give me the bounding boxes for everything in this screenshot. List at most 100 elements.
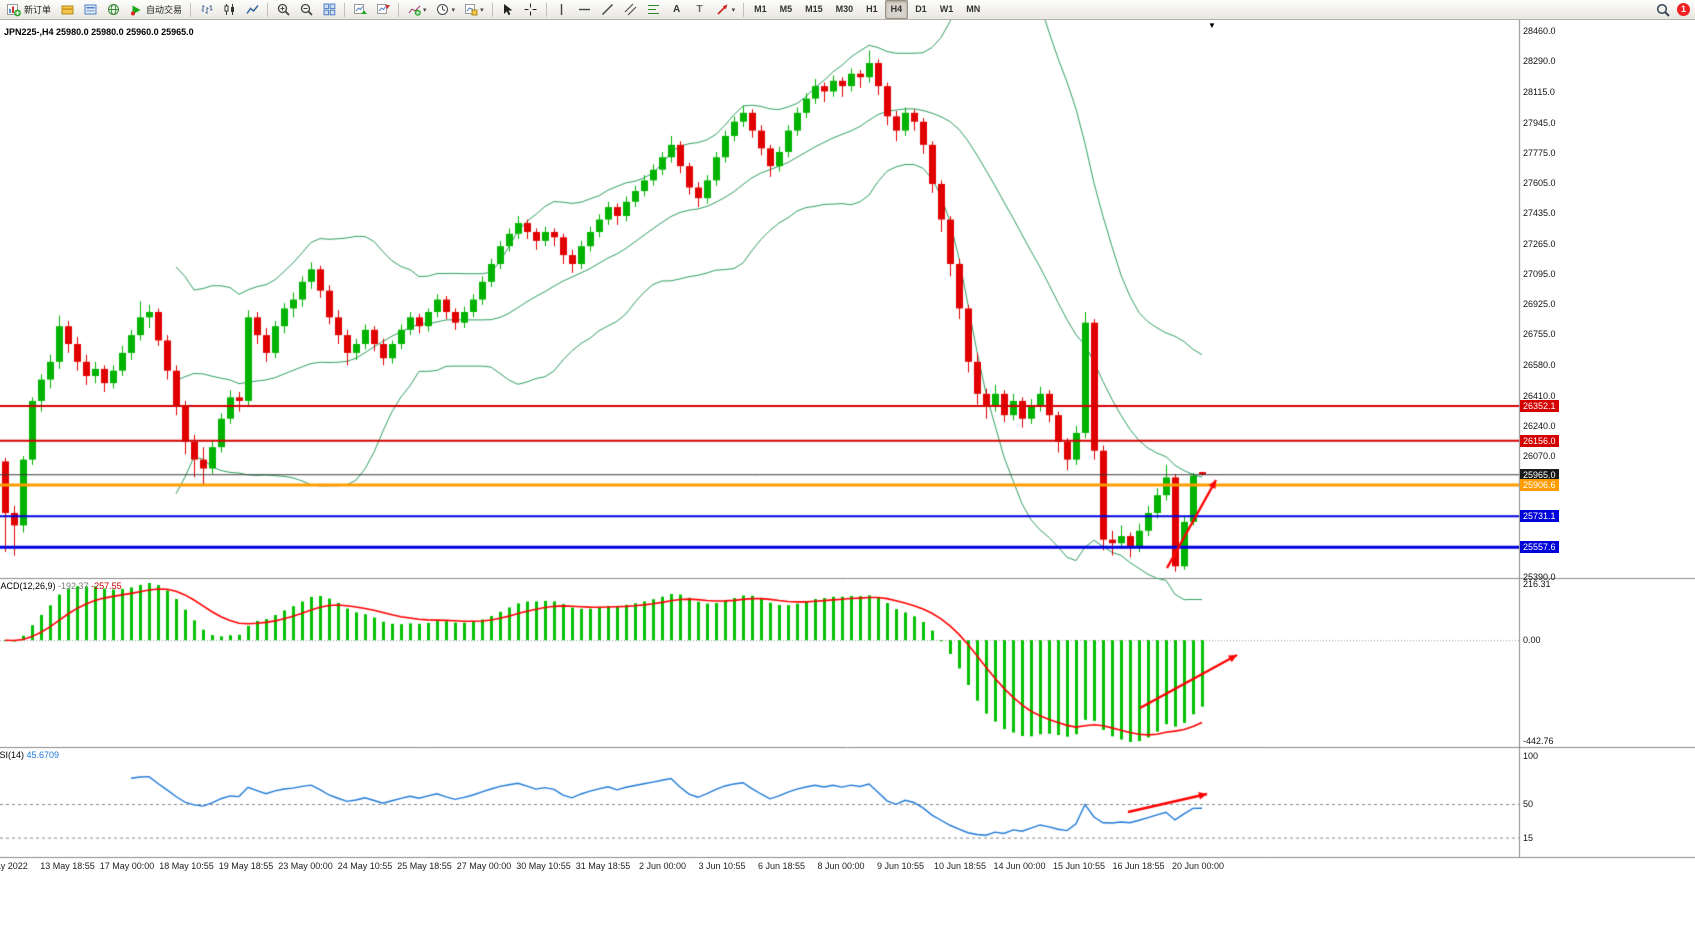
rsi-axis-label: 50 (1523, 799, 1534, 809)
macd-axis-label: 0.00 (1523, 635, 1541, 646)
time-label: 10 Jun 18:55 (933, 861, 987, 871)
channel-icon (624, 3, 638, 17)
new-order-button[interactable]: 新订单 (3, 0, 55, 19)
timeframe-w1-button[interactable]: W1 (939, 4, 954, 14)
market-icon (83, 3, 97, 17)
horizontal-line-button[interactable] (574, 0, 596, 19)
metaeditor-button[interactable] (56, 0, 78, 19)
textA-icon: A (672, 4, 681, 15)
fibo-icon (647, 3, 661, 17)
trendline-button[interactable] (597, 0, 619, 19)
time-label: 15 Jun 10:55 (1052, 861, 1106, 871)
neworder-icon (7, 3, 21, 17)
time-label: 19 May 18:55 (218, 861, 274, 871)
crosshair-icon (524, 3, 538, 17)
price-tick: 26925.0 (1523, 299, 1556, 309)
indicators-icon (407, 3, 421, 17)
crosshair-button[interactable] (520, 0, 542, 19)
labelT-icon: T (696, 4, 703, 15)
template-icon (464, 3, 478, 17)
cursor-button[interactable] (497, 0, 519, 19)
equidistant-channel-button[interactable] (620, 0, 642, 19)
chart-symbol-period: JPN225-,H4 (4, 27, 54, 37)
text-button[interactable]: A (666, 0, 688, 19)
autotrading-button[interactable]: 自动交易 (125, 0, 186, 19)
bar-chart-button[interactable] (195, 0, 217, 19)
auto-scroll-button[interactable] (349, 0, 371, 19)
hline-icon (578, 3, 592, 17)
price-tag: 25731.1 (1520, 510, 1559, 523)
cursor-icon (501, 3, 515, 17)
tile-windows-button[interactable] (318, 0, 340, 19)
price-tick: 26240.0 (1523, 420, 1556, 431)
price-tick: 28115.0 (1523, 87, 1555, 98)
toolbar-separator (545, 2, 547, 17)
time-label: 25 May 18:55 (397, 861, 452, 871)
templates-button[interactable]: ▾ (460, 0, 488, 19)
time-label: 2 Jun 00:00 (638, 861, 687, 871)
time-label: 31 May 18:55 (575, 861, 631, 871)
chart-window: JPN225-,H4 25980.0 25980.0 25960.0 25965… (0, 20, 1695, 945)
line-chart-button[interactable] (241, 0, 263, 19)
time-label: 20 Jun 00:00 (1171, 861, 1225, 871)
arrowtool-icon (716, 3, 730, 17)
zoom-in-button[interactable] (272, 0, 294, 19)
chart-shift-marker[interactable]: ▼ (1208, 21, 1216, 30)
price-tick: 26580.0 (1523, 360, 1556, 371)
toolbar-separator (267, 2, 269, 17)
globe-icon (106, 3, 120, 17)
clock-icon (436, 3, 450, 17)
dropdown-caret-icon: ▾ (731, 6, 736, 14)
autoscroll-icon (353, 3, 367, 17)
toolbar-separator (344, 2, 346, 17)
price-tag: 25557.6 (1520, 541, 1559, 554)
zoomin-icon (276, 3, 290, 17)
time-label: 3 Jun 10:55 (698, 861, 746, 871)
time-label: 14 Jun 00:00 (993, 861, 1046, 871)
time-label: 18 May 10:55 (159, 861, 214, 871)
vertical-line-button[interactable] (551, 0, 573, 19)
candlestick-chart-button[interactable] (218, 0, 240, 19)
toolbar-separator (491, 2, 493, 17)
timeframe-mn-button[interactable]: MN (966, 4, 981, 14)
fibonacci-button[interactable] (643, 0, 665, 19)
macd-main-value: -192.37 (58, 581, 89, 591)
timeframe-d1-button[interactable]: D1 (915, 4, 927, 14)
price-tick: 26070.0 (1523, 451, 1556, 462)
zoom-out-button[interactable] (295, 0, 317, 19)
play-icon (129, 3, 143, 17)
timeframe-m5-button[interactable]: M5 (779, 4, 793, 14)
timeframe-m30-button[interactable]: M30 (835, 4, 854, 14)
market-button[interactable] (79, 0, 101, 19)
bars-icon (199, 3, 213, 17)
time-label: 6 Jun 18:55 (757, 861, 806, 871)
periods-button[interactable]: ▾ (432, 0, 460, 19)
chart-canvas[interactable] (0, 20, 1695, 875)
notification-badge[interactable]: 1 (1677, 3, 1690, 16)
timeframe-h4-button[interactable]: H4 (884, 0, 909, 19)
text-label-button[interactable]: T (689, 0, 711, 19)
price-tick: 27095.0 (1523, 268, 1556, 279)
timeframe-m15-button[interactable]: M15 (805, 4, 823, 14)
search-button[interactable] (1652, 0, 1674, 19)
rsi-axis-label: 15 (1523, 832, 1534, 843)
chart-shift-button[interactable] (372, 0, 394, 19)
macd-axis-label: -442.76 (1523, 736, 1554, 746)
indicators-button[interactable]: ▾ (403, 0, 431, 19)
macd-signal-value: -257.55 (91, 581, 122, 591)
timeframe-h1-button[interactable]: H1 (866, 4, 878, 14)
time-label: 27 May 00:00 (456, 861, 512, 871)
profiles-button[interactable] (102, 0, 124, 19)
rsi-value: 45.6709 (26, 750, 60, 760)
time-label: May 2022 (0, 861, 28, 871)
magnifier-icon (1656, 3, 1670, 17)
chartshift-icon (376, 3, 390, 17)
time-label: 30 May 10:55 (516, 861, 571, 871)
timeframe-m1-button[interactable]: M1 (754, 4, 767, 14)
chart-ohlc-header: JPN225-,H4 25980.0 25980.0 25960.0 25965… (4, 27, 194, 37)
autotrading-label: 自动交易 (146, 5, 183, 15)
price-tick: 26410.0 (1523, 390, 1556, 401)
zoomout-icon (299, 3, 313, 17)
time-label: 9 Jun 10:55 (876, 861, 925, 871)
arrows-button[interactable]: ▾ (712, 0, 740, 19)
